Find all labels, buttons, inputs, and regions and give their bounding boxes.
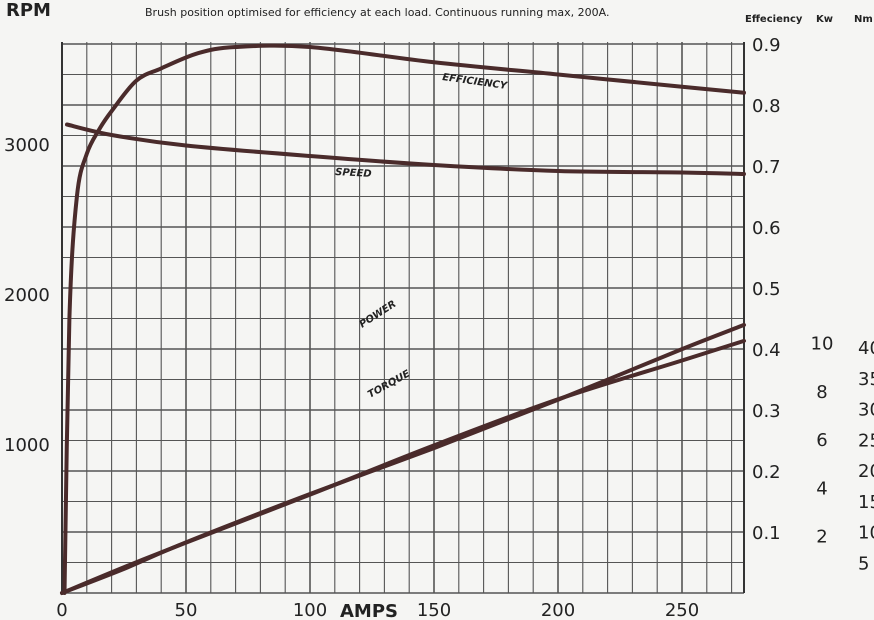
- y-axis-label-kw: Kw: [816, 14, 833, 25]
- kw-tick-label: 8: [816, 382, 827, 403]
- kw-tick-label: 10: [811, 334, 834, 355]
- nm-tick-label: 10: [858, 523, 874, 544]
- efficiency-tick-label: 0.7: [752, 157, 781, 178]
- efficiency-tick-label: 0.4: [752, 340, 781, 361]
- series-line-speed: [65, 122, 746, 176]
- x-axis-label-amps: AMPS: [340, 601, 398, 620]
- x-tick-label: 250: [665, 600, 699, 620]
- efficiency-tick-label: 0.1: [752, 523, 781, 544]
- nm-tick-label: 5: [858, 553, 869, 574]
- series-line-torque: [60, 338, 746, 595]
- efficiency-tick-label: 0.3: [752, 401, 781, 422]
- rpm-tick-label: 3000: [4, 135, 50, 156]
- efficiency-tick-label: 0.9: [752, 35, 781, 56]
- nm-tick-label: 30: [858, 400, 874, 421]
- chart-curves: [60, 43, 746, 595]
- nm-tick-label: 25: [858, 430, 874, 451]
- nm-tick-label: 35: [858, 369, 874, 390]
- nm-tick-label: 40: [858, 338, 874, 359]
- nm-tick-label: 20: [858, 461, 874, 482]
- series-line-efficiency: [62, 43, 746, 595]
- y-axis-label-rpm: RPM: [6, 0, 51, 21]
- kw-tick-label: 6: [816, 430, 827, 451]
- efficiency-tick-label: 0.2: [752, 462, 781, 483]
- nm-tick-label: 15: [858, 492, 874, 513]
- x-tick-label: 0: [56, 600, 67, 620]
- y-axis-label-efficiency: Effeciency: [745, 14, 803, 25]
- x-tick-label: 150: [417, 600, 451, 620]
- kw-tick-label: 4: [816, 478, 827, 499]
- x-tick-label: 50: [175, 600, 198, 620]
- efficiency-tick-label: 0.8: [752, 96, 781, 117]
- y-axis-label-nm: Nm: [854, 14, 873, 25]
- chart-title: Brush position optimised for efficiency …: [145, 6, 610, 19]
- kw-tick-label: 2: [816, 527, 827, 548]
- rpm-tick-label: 2000: [4, 285, 50, 306]
- x-tick-label: 200: [541, 600, 575, 620]
- chart-ticks: 0 50 100 150 200 250 1000 2000 3000 0.1 0.2 0.3 0.4 0…: [4, 35, 874, 620]
- efficiency-tick-label: 0.6: [752, 218, 781, 239]
- curve-label-speed: SPEED: [335, 167, 372, 180]
- x-tick-label: 100: [293, 600, 327, 620]
- rpm-tick-label: 1000: [4, 435, 50, 456]
- efficiency-tick-label: 0.5: [752, 279, 781, 300]
